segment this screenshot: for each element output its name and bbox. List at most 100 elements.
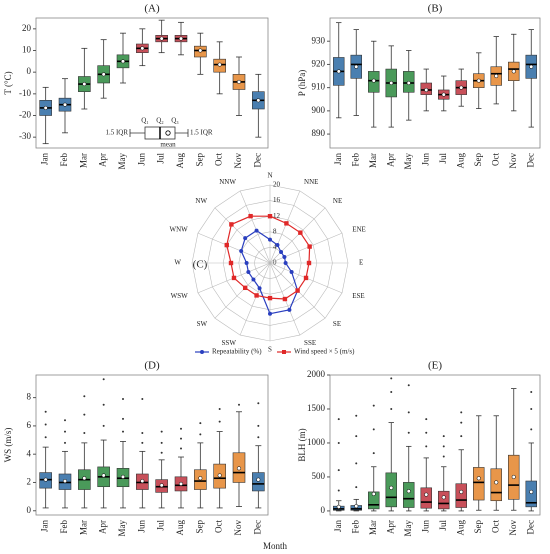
outlier (122, 398, 124, 401)
direction-label: SW (197, 320, 208, 328)
mean (459, 489, 464, 494)
outlier (407, 431, 410, 434)
x-tick-label: Feb (350, 153, 360, 167)
radar-point (244, 261, 249, 265)
mean (406, 80, 411, 86)
y-tick-label: 910 (312, 82, 326, 92)
radar-point (306, 260, 312, 266)
x-tick-label: Nov (508, 520, 518, 536)
box (490, 468, 502, 502)
outlier (102, 403, 105, 406)
radar-point (239, 249, 244, 254)
y-tick-label: 0 (27, 505, 32, 515)
mean (529, 489, 534, 494)
x-tick-label: Sep (473, 153, 483, 167)
x-tick-label: Jan (333, 153, 343, 165)
x-tick-label: Dec (525, 153, 535, 168)
y-axis-label: WS (m/s) (3, 428, 13, 463)
outlier (442, 435, 445, 438)
radar-point (231, 275, 237, 281)
radar-point (287, 307, 292, 312)
y-tick-label: 2000 (307, 369, 326, 379)
outlier (337, 469, 340, 472)
mean (406, 489, 411, 494)
outlier (425, 431, 428, 434)
x-tick-label: Jun (136, 153, 146, 166)
outlier (257, 402, 260, 405)
r-tick-label: 0 (273, 259, 277, 267)
mean (236, 79, 242, 84)
x-tick-label: Dec (252, 520, 262, 535)
r-tick-label: 4 (273, 243, 277, 251)
y-axis-label: P (hPa) (297, 70, 307, 96)
box (403, 482, 415, 508)
y-tick-label: 4 (27, 448, 32, 458)
mean (511, 474, 516, 479)
outlier (180, 447, 182, 450)
y-tick-label: 0 (27, 66, 32, 76)
x-tick-label: Nov (233, 520, 243, 536)
y-tick-label: 1000 (307, 437, 326, 447)
outlier (141, 431, 144, 434)
mean (101, 72, 106, 77)
y-tick-label: 1500 (307, 403, 326, 413)
radar-point (283, 261, 288, 265)
x-tick-label: May (403, 520, 413, 537)
x-tick-label: Apr (98, 520, 108, 534)
outlier (44, 410, 47, 413)
outlier (44, 436, 47, 439)
box (252, 472, 265, 492)
mean (62, 102, 68, 107)
mean (389, 485, 394, 490)
outlier (337, 418, 340, 421)
mean (140, 479, 145, 484)
x-tick-label: Nov (233, 153, 243, 169)
y-tick-label: 500 (312, 471, 326, 481)
x-tick-label: Jan (40, 153, 50, 165)
radar-point (251, 277, 256, 282)
outlier (199, 433, 202, 436)
legend-mean (165, 130, 171, 136)
radar-point (228, 260, 234, 266)
direction-label: NE (333, 197, 342, 205)
y-tick-label: -30 (19, 131, 31, 141)
outlier (355, 414, 358, 417)
outlier (160, 451, 163, 454)
mean (389, 80, 394, 86)
outlier (122, 417, 124, 420)
x-tick-label: Jun (420, 153, 430, 166)
r-tick-label: 16 (273, 196, 281, 204)
mean (354, 504, 359, 509)
x-tick-label: Feb (59, 153, 69, 167)
radar-point (243, 236, 248, 241)
outlier (425, 418, 428, 421)
mean (476, 476, 481, 481)
x-tick-label: Jul (156, 520, 166, 531)
x-tick-label: Jul (438, 153, 448, 164)
mean (43, 477, 48, 482)
r-tick-label: 8 (273, 227, 277, 235)
outlier (64, 441, 66, 444)
outlier (44, 423, 47, 426)
y-tick-label: 2 (27, 477, 32, 487)
outlier (460, 421, 463, 424)
outlier (425, 445, 428, 448)
y-axis-label: T (°C) (3, 71, 13, 94)
radar-point (242, 285, 248, 291)
x-tick-label: Jun (420, 520, 430, 533)
direction-label: W (174, 259, 181, 267)
outlier (141, 441, 144, 444)
outlier (160, 430, 163, 433)
y-tick-label: 20 (22, 23, 32, 33)
radar-point (224, 242, 229, 248)
mean (82, 476, 87, 481)
outlier (83, 431, 86, 434)
mean (336, 504, 341, 509)
outlier (218, 420, 221, 423)
box (438, 490, 450, 510)
radar-point (229, 222, 234, 227)
x-tick-label: Mar (78, 153, 88, 168)
outlier (199, 422, 202, 425)
spoke (214, 207, 271, 264)
spoke (214, 262, 271, 319)
